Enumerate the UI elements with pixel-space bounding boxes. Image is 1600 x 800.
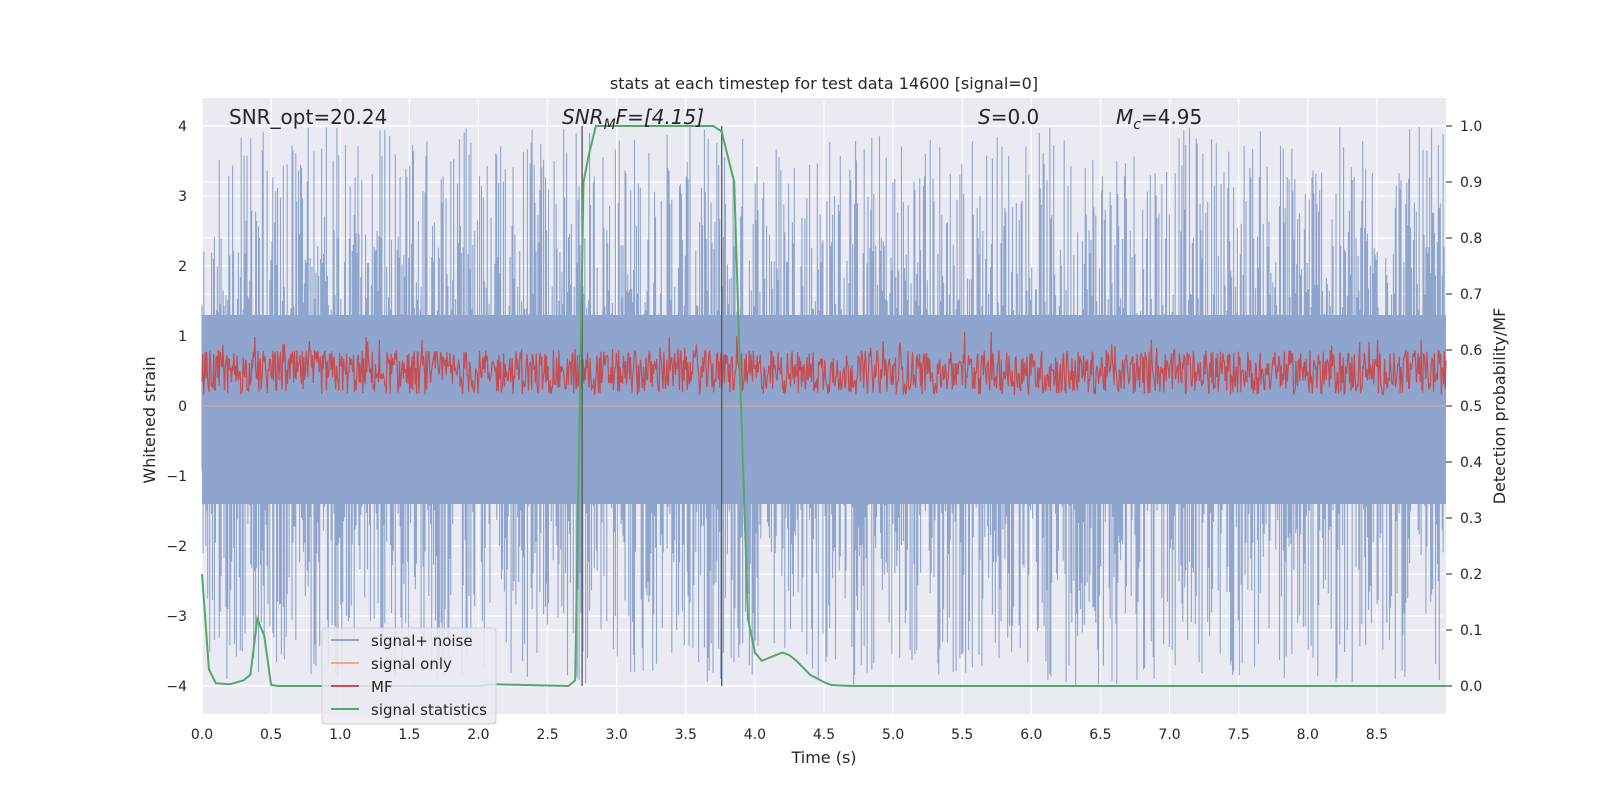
legend-label-signal-noise: signal+ noise: [371, 632, 473, 650]
y-tick-label: 4: [178, 119, 187, 135]
chart-title: stats at each timestep for test data 146…: [610, 74, 1038, 93]
y-tick-label: −4: [166, 679, 187, 695]
y2-tick-label: 1.0: [1460, 119, 1482, 135]
x-tick-label: 8.0: [1297, 727, 1319, 743]
x-tick-label: 0.0: [191, 727, 213, 743]
annotation-snr-mf: SNRMF=[4.15]: [562, 105, 704, 133]
annotation-snr-opt: SNR_opt=20.24: [229, 105, 387, 129]
mf-trace: [201, 331, 1447, 397]
y2-tick-label: 0.8: [1460, 231, 1482, 247]
x-tick-label: 7.5: [1228, 727, 1250, 743]
y2-tick-label: 0.7: [1460, 287, 1482, 303]
y2-tick-label: 0.5: [1460, 399, 1482, 415]
x-tick-label: 6.5: [1089, 727, 1111, 743]
annotations: SNR_opt=20.24 SNRMF=[4.15] S=0.0 Mc=4.95: [229, 105, 1202, 133]
x-tick-label: 2.0: [467, 727, 489, 743]
signal-noise-core: [202, 315, 1446, 504]
y-tick-label: −1: [166, 469, 187, 485]
series-signal-statistics: [201, 125, 1446, 688]
y-tick-label: −2: [166, 539, 187, 555]
x-tick-label: 2.5: [536, 727, 558, 743]
x-tick-label: 3.5: [675, 727, 697, 743]
x-tick-label: 4.5: [813, 727, 835, 743]
legend-label-mf: MF: [371, 678, 393, 696]
y-axis-label: Whitened strain: [140, 356, 159, 483]
legend-label-signal-only: signal only: [371, 655, 452, 673]
y2-tick-label: 0.3: [1460, 511, 1482, 527]
y-tick-label: 0: [178, 399, 187, 415]
series-mf: [201, 331, 1447, 397]
x-tick-label: 8.5: [1366, 727, 1388, 743]
y2-tick-label: 0.4: [1460, 455, 1482, 471]
y2-tick-label: 0.9: [1460, 175, 1482, 191]
y2-tick-label: 0.2: [1460, 567, 1482, 583]
series-signal-noise: [201, 126, 1446, 686]
x-tick-label: 7.0: [1158, 727, 1180, 743]
annotation-mc: Mc=4.95: [1116, 105, 1202, 133]
x-tick-label: 1.5: [398, 727, 420, 743]
legend-label-signal-statistics: signal statistics: [371, 701, 487, 719]
x-tick-label: 6.0: [1020, 727, 1042, 743]
y2-tick-label: 0.1: [1460, 623, 1482, 639]
legend: signal+ noise signal only MF signal stat…: [321, 627, 497, 725]
annotation-s: S=0.0: [978, 105, 1039, 129]
x-tick-label: 5.5: [951, 727, 973, 743]
x-tick-label: 1.0: [329, 727, 351, 743]
x-tick-label: 0.5: [260, 727, 282, 743]
x-tick-label: 4.0: [744, 727, 766, 743]
x-axis-label: Time (s): [790, 748, 856, 767]
y-tick-label: 2: [178, 259, 187, 275]
y-tick-label: 3: [178, 189, 187, 205]
x-tick-label: 5.0: [882, 727, 904, 743]
y-tick-label: −3: [166, 609, 187, 625]
x-tick-label: 3.0: [606, 727, 628, 743]
signal-statistics-trace: [201, 125, 1446, 688]
y2-tick-label: 0.6: [1460, 343, 1482, 359]
legend-box: [321, 627, 497, 725]
axis-ticks: 0.0 0.5 1.0 1.5 2.0 2.5 3.0 3.5 4.0 4.5 5.0 5.5 6.0 6…: [166, 119, 1482, 743]
y2-tick-label: 0.0: [1460, 679, 1482, 695]
y-tick-label: 1: [178, 329, 187, 345]
y2-axis-label: Detection probability/MF: [1490, 308, 1509, 505]
